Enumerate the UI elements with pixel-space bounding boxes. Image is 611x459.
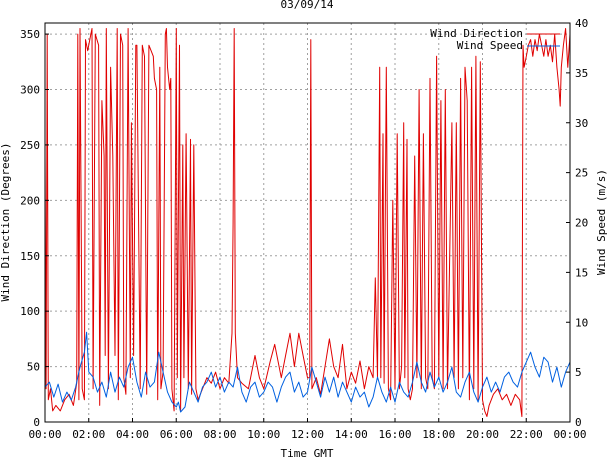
y-tick-label: 50: [27, 361, 40, 374]
y2-tick-label: 35: [575, 67, 588, 80]
wind-speed-line: [44, 331, 571, 413]
x-tick-label: 16:00: [378, 428, 411, 441]
x-axis-label: Time GMT: [281, 447, 334, 459]
axes: 00:00 02:00 04:00 06:00 08:00 10:00 12:00 14:00…: [20, 17, 588, 441]
x-tick-label: 00:00: [553, 428, 586, 441]
x-tick-label: 22:00: [510, 428, 543, 441]
series-layer: [44, 28, 571, 417]
x-tick-label: 06:00: [160, 428, 193, 441]
legend: Wind Direction Wind Speed: [430, 27, 560, 52]
x-tick-label: 12:00: [291, 428, 324, 441]
y-tick-label: 100: [20, 305, 40, 318]
x-tick-label: 04:00: [116, 428, 149, 441]
x-tick-label: 14:00: [335, 428, 368, 441]
x-tick-label: 10:00: [247, 428, 280, 441]
y2-tick-label: 40: [575, 17, 588, 30]
y-tick-label: 300: [20, 84, 40, 97]
y2-tick-label: 0: [575, 416, 582, 429]
x-tick-label: 18:00: [422, 428, 455, 441]
legend-wind-direction-label: Wind Direction: [430, 27, 523, 40]
legend-wind-speed-label: Wind Speed: [457, 39, 523, 52]
y2-tick-label: 10: [575, 316, 588, 329]
y-tick-label: 350: [20, 28, 40, 41]
y2-tick-label: 15: [575, 266, 588, 279]
y2-tick-label: 25: [575, 167, 588, 180]
y2-tick-label: 5: [575, 366, 582, 379]
x-tick-label: 08:00: [203, 428, 236, 441]
y-tick-label: 150: [20, 250, 40, 263]
x-tick-label: 20:00: [466, 428, 499, 441]
chart-title: 03/09/14: [281, 0, 334, 11]
y-tick-label: 0: [33, 416, 40, 429]
y-tick-label: 250: [20, 139, 40, 152]
y2-tick-label: 30: [575, 117, 588, 130]
y-tick-label: 200: [20, 194, 40, 207]
wind-direction-line: [44, 28, 571, 417]
y2-tick-label: 20: [575, 217, 588, 230]
x-tick-label: 00:00: [28, 428, 61, 441]
x-tick-label: 02:00: [72, 428, 105, 441]
y-axis-label: Wind Direction (Degrees): [0, 143, 12, 302]
y2-axis-label: Wind Speed (m/s): [595, 169, 608, 275]
